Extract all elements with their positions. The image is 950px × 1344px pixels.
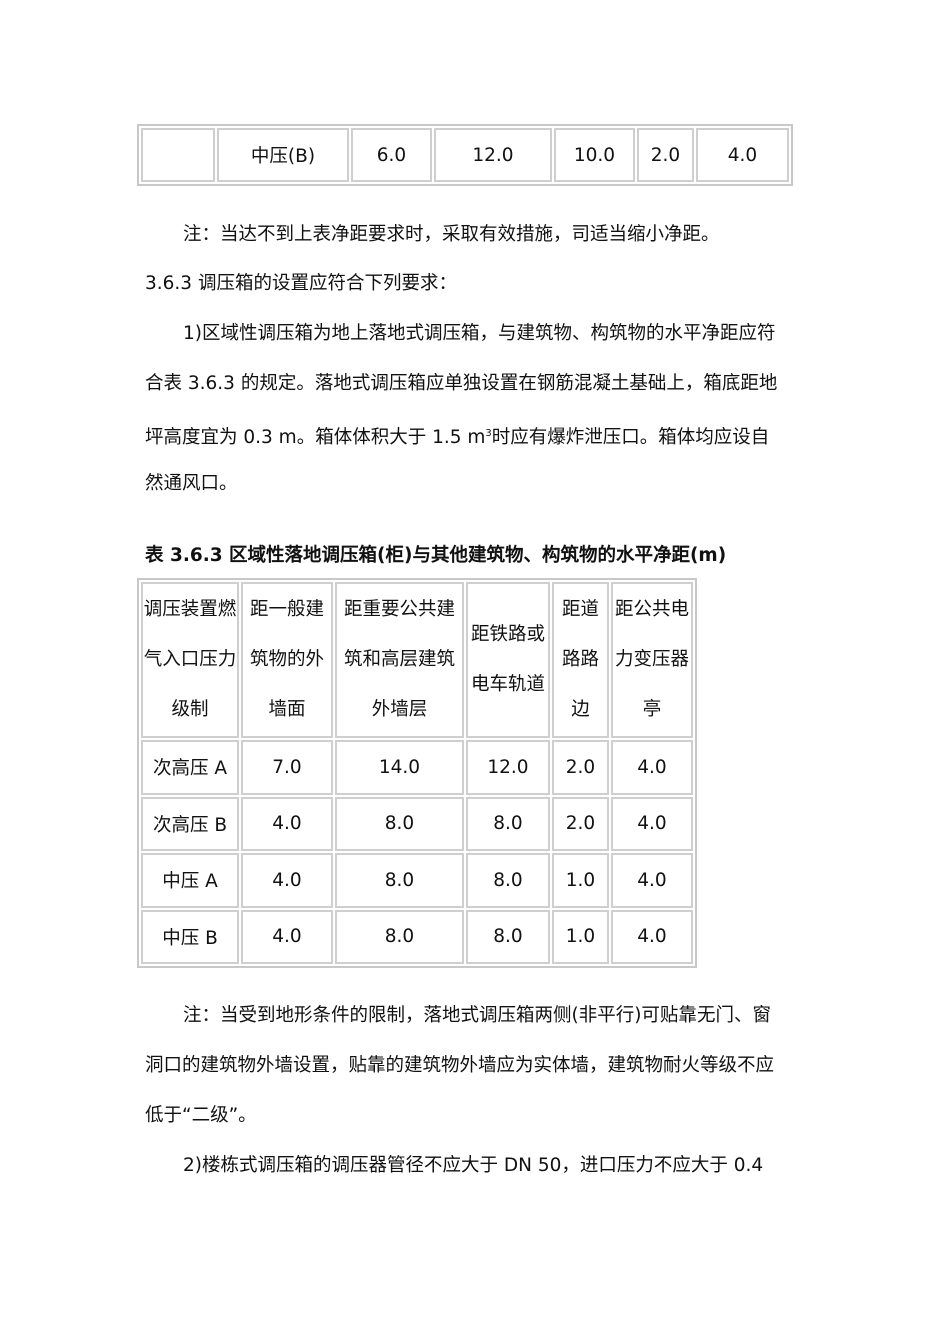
header-cell: 距一般建 筑物的外 墙面 <box>241 582 333 738</box>
section-heading: 3.6.3 调压箱的设置应符合下列要求： <box>145 273 457 294</box>
table-cell: 14.0 <box>335 740 464 795</box>
superscript: 3 <box>485 428 492 439</box>
para1-text: 坪高度宜为 0.3 m。箱体体积大于 1.5 m <box>145 427 486 449</box>
table-row: 中压 A 4.0 8.0 8.0 1.0 4.0 <box>141 853 693 908</box>
table-cell: 4.0 <box>241 796 333 851</box>
header-cell: 距铁路或 电车轨道 <box>466 582 550 738</box>
table-cell: 4.0 <box>696 128 789 182</box>
table-title: 表 3.6.3 区域性落地调压箱(柜)与其他建筑物、构筑物的水平净距(m) <box>145 545 727 566</box>
table-cell: 8.0 <box>466 909 550 964</box>
table-cell: 10.0 <box>554 128 635 182</box>
table-cell: 1.0 <box>552 853 609 908</box>
table-cell: 6.0 <box>351 128 432 182</box>
para1-line: 1)区域性调压箱为地上落地式调压箱，与建筑物、构筑物的水平净距应符 <box>183 323 776 344</box>
table-row: 次高压 B 4.0 8.0 8.0 2.0 4.0 <box>141 796 693 851</box>
table-cell: 8.0 <box>335 853 464 908</box>
header-cell: 距道 路路边 <box>552 582 609 738</box>
table-cell: 4.0 <box>611 740 693 795</box>
table-header-row: 调压装置燃 气入口压力 级制 距一般建 筑物的外 墙面 距重要公共建 筑和高层建筑 外墙层 … <box>141 582 693 738</box>
table-cell: 2.0 <box>637 128 694 182</box>
table-cell: 8.0 <box>466 796 550 851</box>
note2-line: 注：当受到地形条件的限制，落地式调压箱两侧(非平行)可贴靠无门、窗 <box>183 1005 771 1026</box>
table-cell: 4.0 <box>241 909 333 964</box>
table-cell: 中压 B <box>141 909 239 964</box>
para1-text: 时应有爆炸泄压口。箱体均应设自 <box>491 427 770 449</box>
para1-line: 然通风口。 <box>145 473 238 494</box>
header-cell: 调压装置燃 气入口压力 级制 <box>141 582 239 738</box>
table-cell: 4.0 <box>611 853 693 908</box>
note2-line: 低于“二级”。 <box>145 1105 257 1126</box>
table-cell: 次高压 A <box>141 740 239 795</box>
table-cell: 12.0 <box>466 740 550 795</box>
table-cell: 1.0 <box>552 909 609 964</box>
table-cell: 中压 A <box>141 853 239 908</box>
top-table: 中压(B) 6.0 12.0 10.0 2.0 4.0 <box>137 124 793 186</box>
table-cell: 次高压 B <box>141 796 239 851</box>
table-cell: 4.0 <box>241 853 333 908</box>
table-cell: 2.0 <box>552 740 609 795</box>
distance-table: 调压装置燃 气入口压力 级制 距一般建 筑物的外 墙面 距重要公共建 筑和高层建筑 外墙层 … <box>137 578 697 968</box>
table-row: 次高压 A 7.0 14.0 12.0 2.0 4.0 <box>141 740 693 795</box>
table-cell: 8.0 <box>335 796 464 851</box>
table-cell: 8.0 <box>335 909 464 964</box>
table-row: 中压(B) 6.0 12.0 10.0 2.0 4.0 <box>141 128 789 182</box>
para1-line: 合表 3.6.3 的规定。落地式调压箱应单独设置在钢筋混凝土基础上，箱底距地 <box>145 373 778 394</box>
note2-line: 洞口的建筑物外墙设置，贴靠的建筑物外墙应为实体墙，建筑物耐火等级不应 <box>145 1055 775 1076</box>
note-1: 注：当达不到上表净距要求时，采取有效措施，司适当缩小净距。 <box>183 224 720 245</box>
table-cell: 7.0 <box>241 740 333 795</box>
table-cell: 12.0 <box>434 128 552 182</box>
table-cell: 2.0 <box>552 796 609 851</box>
table-cell: 8.0 <box>466 853 550 908</box>
table-cell: 4.0 <box>611 796 693 851</box>
header-cell: 距重要公共建 筑和高层建筑 外墙层 <box>335 582 464 738</box>
para2: 2)楼栋式调压箱的调压器管径不应大于 DN 50，进口压力不应大于 0.4 <box>183 1155 764 1176</box>
header-cell: 距公共电 力变压器亭 <box>611 582 693 738</box>
para1-line: 坪高度宜为 0.3 m。箱体体积大于 1.5 m3时应有爆炸泄压口。箱体均应设自 <box>145 422 769 450</box>
table-cell <box>141 128 215 182</box>
table-cell: 中压(B) <box>217 128 349 182</box>
table-row: 中压 B 4.0 8.0 8.0 1.0 4.0 <box>141 909 693 964</box>
table-cell: 4.0 <box>611 909 693 964</box>
